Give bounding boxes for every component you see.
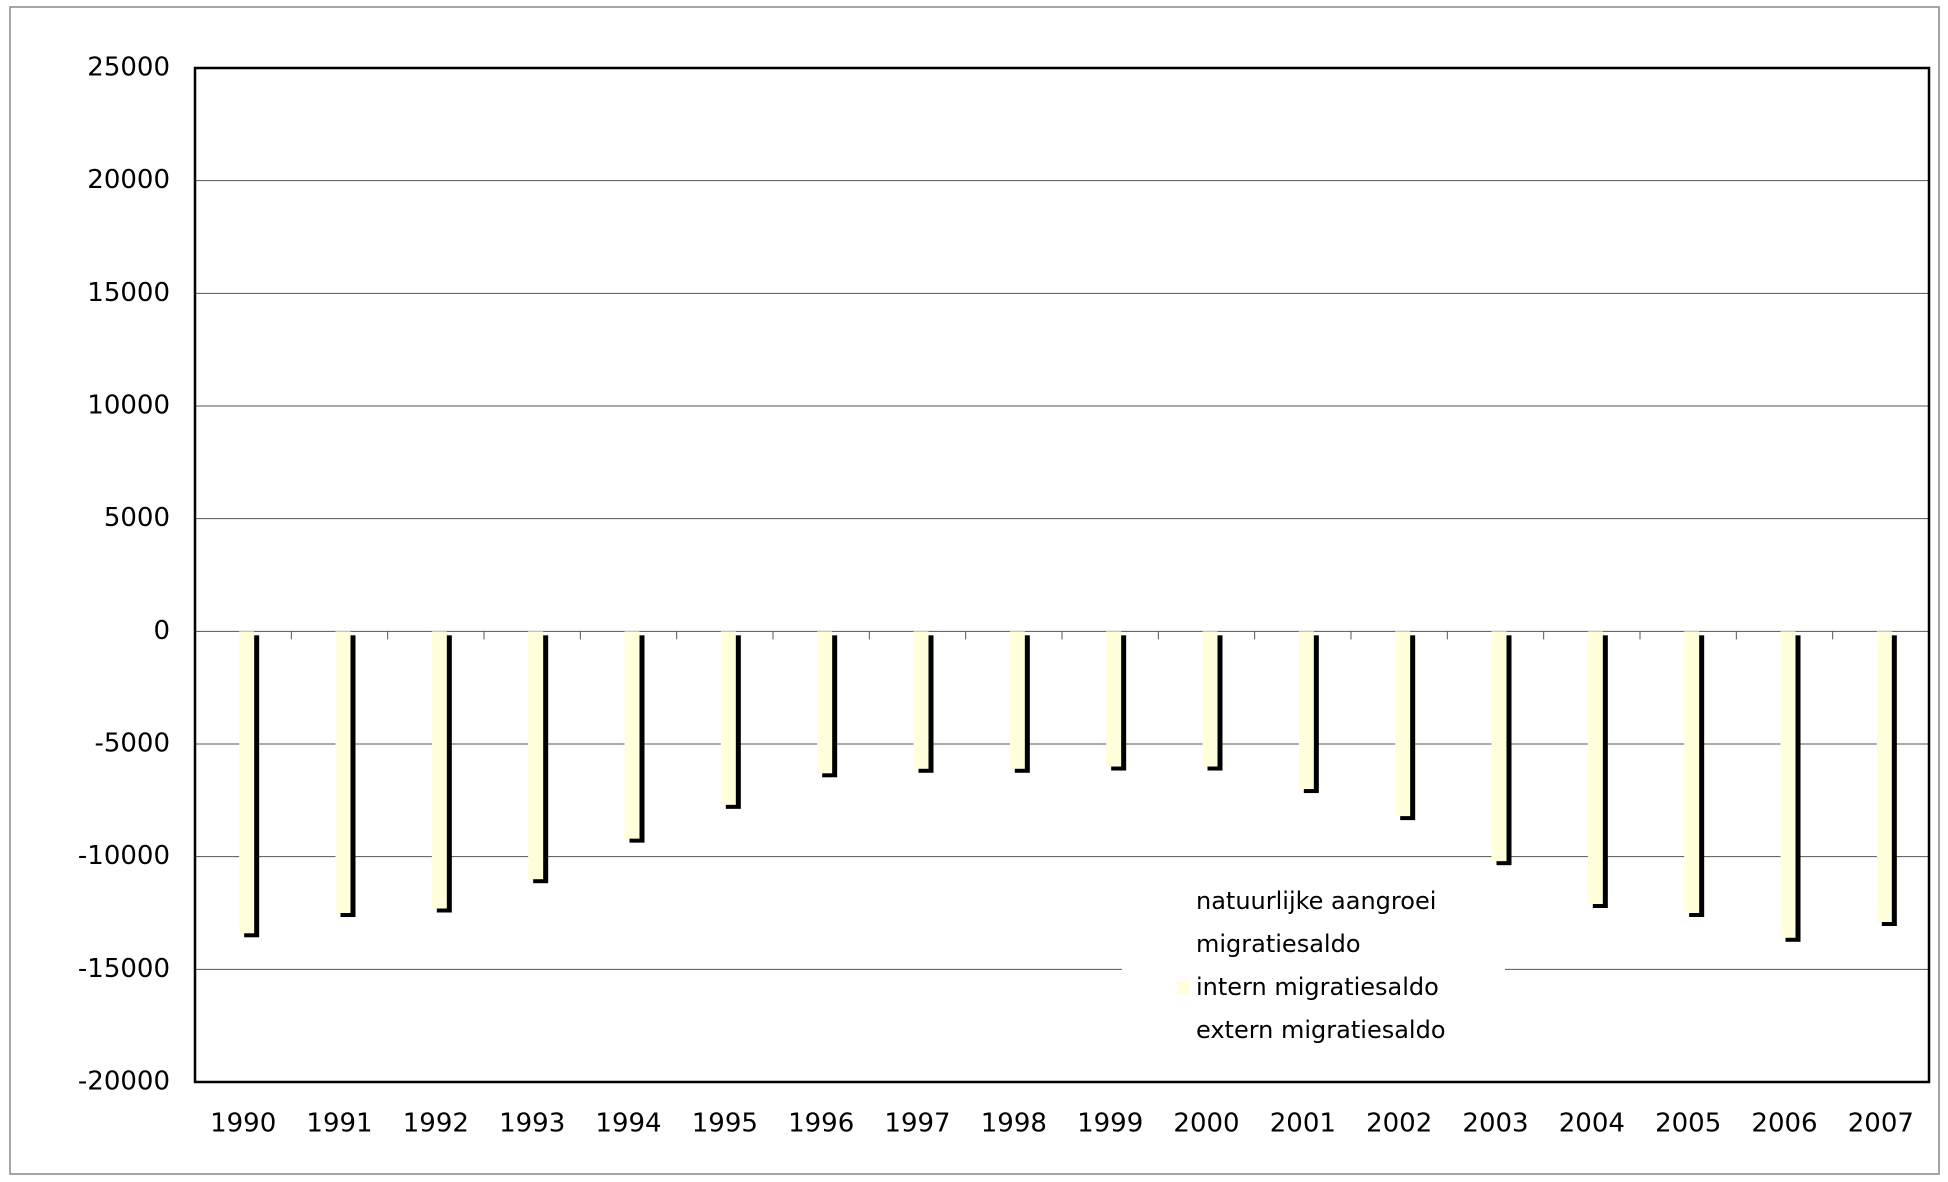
bar bbox=[913, 631, 929, 769]
x-tick-label: 2007 bbox=[1848, 1109, 1914, 1139]
x-tick-label: 1993 bbox=[499, 1109, 565, 1139]
bar bbox=[1780, 631, 1796, 938]
bar bbox=[528, 631, 544, 880]
x-tick-label: 1995 bbox=[692, 1109, 758, 1139]
y-tick-label: 15000 bbox=[87, 278, 170, 308]
x-tick-label: 2006 bbox=[1751, 1109, 1817, 1139]
x-tick-label: 1997 bbox=[884, 1109, 950, 1139]
x-tick-label: 1990 bbox=[210, 1109, 276, 1139]
x-tick-label: 2001 bbox=[1270, 1109, 1336, 1139]
legend-label: intern migratiesaldo bbox=[1196, 973, 1439, 1001]
bar bbox=[239, 631, 255, 934]
bar bbox=[1395, 631, 1411, 817]
y-tick-label: 25000 bbox=[87, 53, 170, 83]
chart-border bbox=[9, 6, 1940, 1175]
legend-label: migratiesaldo bbox=[1196, 930, 1361, 958]
y-tick-label: -20000 bbox=[78, 1067, 170, 1097]
bar bbox=[1202, 631, 1218, 767]
x-tick-label: 1992 bbox=[403, 1109, 469, 1139]
x-tick-label: 1991 bbox=[306, 1109, 372, 1139]
bar bbox=[335, 631, 351, 913]
bar bbox=[1876, 631, 1892, 923]
y-tick-label: -10000 bbox=[78, 841, 170, 871]
plot-frame bbox=[193, 66, 1931, 1084]
bar bbox=[1587, 631, 1603, 904]
bar bbox=[817, 631, 833, 774]
x-tick-label: 2000 bbox=[1173, 1109, 1239, 1139]
legend-swatch bbox=[1177, 895, 1189, 909]
x-tick-label: 1998 bbox=[981, 1109, 1047, 1139]
legend-swatch bbox=[1177, 938, 1189, 952]
bar bbox=[720, 631, 736, 805]
x-tick-label: 2002 bbox=[1366, 1109, 1432, 1139]
bar bbox=[624, 631, 640, 839]
y-tick-label: -15000 bbox=[78, 954, 170, 984]
x-tick-label: 2004 bbox=[1559, 1109, 1625, 1139]
x-tick-label: 1994 bbox=[595, 1109, 661, 1139]
legend-swatch bbox=[1177, 981, 1189, 995]
bar bbox=[1009, 631, 1025, 769]
x-tick-label: 2005 bbox=[1655, 1109, 1721, 1139]
bar bbox=[431, 631, 447, 909]
y-tick-label: 5000 bbox=[104, 503, 170, 533]
bar bbox=[1491, 631, 1507, 862]
y-tick-label: -5000 bbox=[94, 729, 170, 759]
y-tick-label: 10000 bbox=[87, 391, 170, 421]
x-tick-label: 1996 bbox=[788, 1109, 854, 1139]
legend-swatch bbox=[1177, 1024, 1189, 1038]
y-tick-label: 0 bbox=[153, 616, 170, 646]
bar bbox=[1298, 631, 1314, 790]
bar bbox=[1106, 631, 1122, 767]
x-tick-label: 2003 bbox=[1462, 1109, 1528, 1139]
legend-label: natuurlijke aangroei bbox=[1196, 887, 1436, 915]
legend-label: extern migratiesaldo bbox=[1196, 1016, 1446, 1044]
y-tick-label: 20000 bbox=[87, 165, 170, 195]
x-tick-label: 1999 bbox=[1077, 1109, 1143, 1139]
bar bbox=[1684, 631, 1700, 913]
